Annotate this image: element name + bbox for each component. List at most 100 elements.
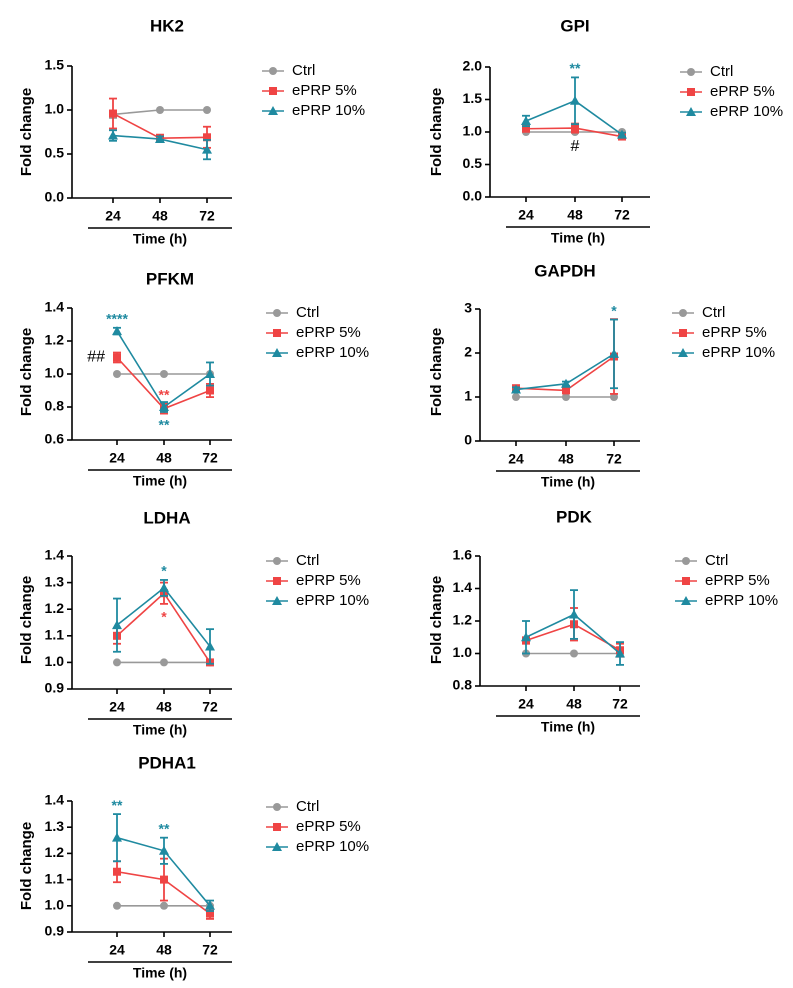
y-tick-label: 1.4 <box>453 579 473 595</box>
significance-label: * <box>161 563 167 579</box>
data-point <box>159 845 169 855</box>
x-tick-label: 48 <box>156 699 172 715</box>
legend-item-eprp-10: ePRP 10% <box>262 102 365 119</box>
y-tick-label: 0.0 <box>45 189 65 205</box>
significance-label: ** <box>159 820 170 836</box>
chart-title: GPI <box>560 16 589 35</box>
data-point <box>206 909 214 918</box>
y-tick-label: 1.2 <box>45 332 65 348</box>
series-eprp-10 <box>108 129 212 161</box>
y-tick-label: 1.5 <box>45 57 65 73</box>
data-point <box>617 129 627 139</box>
legend-item-eprp-5: ePRP 5% <box>675 572 770 589</box>
series-ctrl <box>512 393 618 401</box>
legend-item-eprp-10: ePRP 10% <box>672 344 775 361</box>
y-axis-label: Fold change <box>428 576 445 664</box>
series-eprp-10 <box>112 326 215 413</box>
x-tick-label: 48 <box>156 450 172 466</box>
data-point <box>112 832 122 842</box>
x-tick-label: 48 <box>558 451 574 467</box>
legend-item-ctrl: Ctrl <box>262 62 315 79</box>
x-axis-label: Time (h) <box>133 473 187 489</box>
legend-marker <box>682 557 690 565</box>
significance-label: * <box>611 302 617 318</box>
y-tick-label: 1.2 <box>453 612 473 628</box>
significance-label: ** <box>159 417 170 433</box>
x-tick-label: 24 <box>105 208 121 224</box>
x-tick-label: 24 <box>518 207 534 223</box>
y-tick-label: 1.4 <box>45 299 65 315</box>
series-ctrl <box>113 370 214 378</box>
y-tick-label: 1.6 <box>453 547 473 563</box>
legend-marker <box>682 577 690 585</box>
chart-title: GAPDH <box>534 261 595 280</box>
y-tick-label: 0.8 <box>453 677 473 693</box>
legend-label: Ctrl <box>296 304 319 321</box>
data-point <box>156 106 164 114</box>
data-point <box>160 875 168 884</box>
data-point <box>159 402 169 411</box>
x-tick-label: 48 <box>566 696 582 712</box>
legend-marker <box>273 557 281 565</box>
data-point <box>561 378 571 388</box>
legend-marker <box>273 823 281 831</box>
y-tick-label: 1.2 <box>45 844 65 860</box>
chart-title: PDK <box>556 507 593 526</box>
legend-label: Ctrl <box>292 62 315 79</box>
data-point <box>205 369 215 378</box>
legend-item-ctrl: Ctrl <box>266 304 319 321</box>
legend-marker <box>272 348 282 357</box>
legend-marker <box>687 68 695 76</box>
legend-label: Ctrl <box>296 552 319 569</box>
data-point <box>570 95 580 105</box>
y-tick-label: 0.0 <box>463 188 483 204</box>
data-point <box>112 326 122 336</box>
significance-label: ** <box>159 386 170 402</box>
y-axis-label: Fold change <box>18 88 35 176</box>
y-tick-label: 1.0 <box>45 365 65 381</box>
data-point <box>113 658 121 667</box>
legend-item-eprp-5: ePRP 5% <box>672 324 767 341</box>
y-tick-label: 2.0 <box>463 58 483 74</box>
data-point <box>205 900 215 910</box>
chart-pfkm: PFKM Fold change 0.6 0.8 1.0 1.2 1.4 24 48 72 Time… <box>18 269 369 488</box>
x-tick-label: 48 <box>152 208 168 224</box>
y-tick-label: 1 <box>464 388 472 404</box>
legend-label: Ctrl <box>705 552 728 569</box>
y-tick-label: 1.0 <box>45 101 65 117</box>
legend-label: ePRP 5% <box>296 818 361 835</box>
y-axis-label: Fold change <box>18 822 35 910</box>
chart-pdk: PDK Fold change 0.8 1.0 1.2 1.4 1.6 24 48 72 Time … <box>428 507 778 734</box>
legend-item-eprp-5: ePRP 5% <box>266 572 361 589</box>
legend-marker <box>273 329 281 337</box>
legend-label: ePRP 10% <box>702 344 775 361</box>
data-point <box>113 370 121 378</box>
legend-item-eprp-10: ePRP 10% <box>266 344 369 361</box>
chart-title: HK2 <box>150 16 184 35</box>
data-point <box>112 620 122 630</box>
y-tick-label: 1.3 <box>45 818 65 834</box>
data-point <box>609 348 619 358</box>
data-point <box>160 370 168 378</box>
data-point <box>109 109 117 118</box>
series-eprp-10 <box>521 589 625 666</box>
legend: Ctrl ePRP 5% ePRP 10% <box>266 552 369 609</box>
legend: Ctrl ePRP 5% ePRP 10% <box>672 304 775 361</box>
y-tick-label: 0.6 <box>45 431 65 447</box>
y-axis-label: Fold change <box>428 328 445 416</box>
x-axis-label: Time (h) <box>133 965 187 981</box>
legend-label: ePRP 5% <box>705 572 770 589</box>
legend-marker <box>268 106 278 115</box>
legend-item-eprp-10: ePRP 10% <box>266 838 369 855</box>
data-point <box>206 386 214 395</box>
legend-marker <box>269 67 277 75</box>
legend-item-ctrl: Ctrl <box>680 63 733 80</box>
legend-item-ctrl: Ctrl <box>266 798 319 815</box>
legend-marker <box>273 577 281 585</box>
data-point <box>570 649 578 658</box>
y-tick-label: 1.3 <box>45 573 65 589</box>
legend-marker <box>679 309 687 317</box>
legend-item-eprp-5: ePRP 5% <box>266 324 361 341</box>
x-tick-label: 48 <box>567 207 583 223</box>
legend-label: ePRP 10% <box>296 838 369 855</box>
